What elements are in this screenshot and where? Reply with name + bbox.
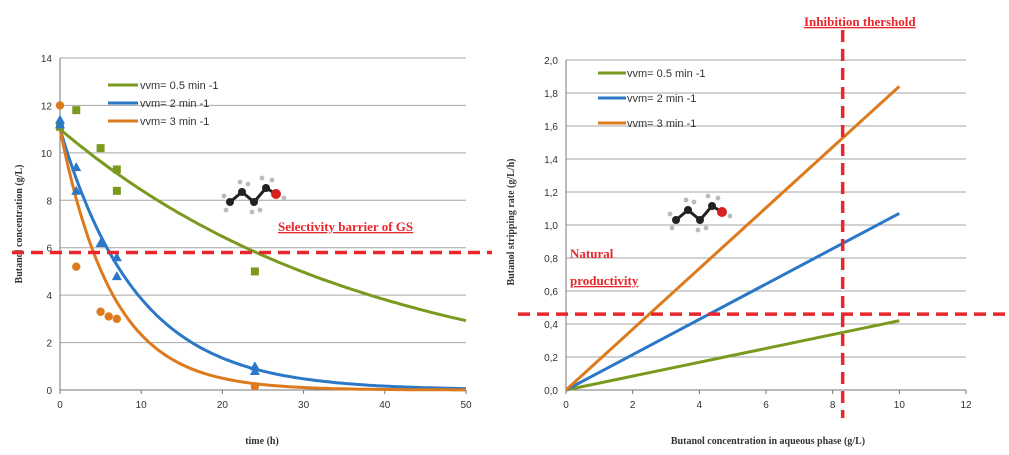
left-data-point	[111, 252, 122, 262]
left-y-tick-label: 12	[41, 101, 53, 112]
right-y-tick-label: 1,8	[544, 89, 558, 100]
butanol-molecule-icon	[221, 175, 287, 215]
right-x-axis-label: Butanol concentration in aqueous phase (…	[671, 436, 865, 447]
right-y-tick-labels: 0,0 0,2 0,4 0,6 0,8 1,0 1,2 1,4 1,6 1,8 2,0	[544, 56, 558, 397]
left-y-tick-label: 6	[46, 244, 52, 255]
left-data-point	[112, 165, 121, 174]
left-data-point	[72, 106, 81, 115]
left-x-tick-label: 20	[217, 400, 229, 411]
chart-right: 0,0 0,2 0,4 0,6 0,8 1,0 1,2 1,4 1,6 1,8 2,0 0 2 4 6 8 1…	[506, 14, 1006, 447]
left-data-point	[111, 271, 122, 281]
left-data-point	[250, 382, 260, 391]
right-legend: vvm= 0.5 min -1 vvm= 2 min -1 vvm= 3 min -…	[598, 68, 706, 130]
left-y-tick-label: 10	[41, 149, 53, 160]
left-data-point	[112, 186, 121, 195]
right-x-tick-label: 2	[630, 400, 636, 411]
right-y-tick-label: 0,8	[544, 254, 558, 265]
right-y-tick-label: 0,2	[544, 353, 558, 364]
left-y-tick-label: 4	[46, 291, 52, 302]
left-x-tick-label: 50	[460, 400, 472, 411]
right-y-tick-label: 1,2	[544, 188, 558, 199]
right-y-tick-label: 1,0	[544, 221, 558, 232]
right-x-tick-label: 0	[563, 400, 569, 411]
left-data-point	[96, 307, 105, 316]
left-data-point	[72, 262, 81, 271]
right-x-tick-label: 10	[894, 400, 906, 411]
left-data-point	[96, 144, 105, 153]
left-x-tick-label: 10	[136, 400, 148, 411]
left-x-axis-label: time (h)	[245, 436, 279, 447]
right-y-tick-label: 0,4	[544, 320, 558, 331]
left-data-point	[250, 267, 259, 276]
left-data-point	[249, 361, 260, 371]
right-legend-label: vvm= 2 min -1	[627, 93, 696, 105]
left-data-point	[249, 366, 260, 376]
left-data-points	[55, 101, 260, 391]
left-data-point	[71, 185, 82, 195]
right-legend-label: vvm= 0.5 min -1	[627, 68, 706, 80]
left-legend-label: vvm= 2 min -1	[140, 98, 209, 110]
left-x-tick-label: 30	[298, 400, 310, 411]
inhibition-threshold-label: Inhibition thershold	[804, 14, 916, 29]
right-y-axis-label: Butanol stripping rate (g/L/h)	[506, 159, 517, 286]
left-x-tick-labels: 0 10 20 30 40 50	[57, 390, 472, 411]
right-gridlines	[566, 59, 966, 358]
left-fit-curve	[58, 128, 466, 391]
right-x-tick-label: 8	[830, 400, 836, 411]
left-y-tick-labels: 0 2 4 6 8 10 12 14	[41, 54, 53, 397]
left-fit-curves	[58, 127, 467, 392]
right-y-tick-label: 0,6	[544, 287, 558, 298]
left-legend-label: vvm= 0.5 min -1	[140, 80, 219, 92]
left-fit-curve	[59, 127, 467, 323]
left-data-point	[55, 114, 65, 124]
left-legend: vvm= 0.5 min -1 vvm= 2 min -1 vvm= 3 min -…	[108, 80, 219, 128]
right-x-tick-label: 6	[763, 400, 769, 411]
left-data-point	[95, 237, 106, 247]
left-y-axis-label: Butanol concentration (g/L)	[14, 165, 25, 284]
selectivity-barrier-label: Selectivity barrier of GS	[278, 219, 413, 234]
natural-productivity-label-line1: Natural	[570, 246, 614, 261]
butanol-molecule-icon-right	[667, 193, 733, 233]
left-data-point	[71, 162, 82, 172]
right-thresholds	[518, 30, 1006, 418]
left-legend-label: vvm= 3 min -1	[140, 116, 209, 128]
right-legend-label: vvm= 3 min -1	[627, 118, 696, 130]
right-y-tick-label: 0,0	[544, 386, 558, 397]
left-y-tick-label: 2	[46, 339, 52, 350]
left-data-point	[112, 314, 122, 324]
right-y-tick-label: 1,4	[544, 155, 558, 166]
left-y-tick-label: 14	[41, 54, 53, 65]
right-y-tick-label: 1,6	[544, 122, 558, 133]
left-x-tick-label: 0	[57, 400, 63, 411]
left-y-tick-label: 8	[46, 196, 52, 207]
right-x-tick-label: 4	[697, 400, 703, 411]
right-series-line	[565, 319, 900, 392]
left-data-point	[55, 101, 65, 110]
right-x-tick-label: 12	[960, 400, 972, 411]
right-y-tick-label: 2,0	[544, 56, 558, 67]
natural-productivity-label-line2: productivity	[570, 273, 639, 288]
left-gridlines	[60, 57, 466, 344]
right-series-lines	[564, 85, 901, 392]
left-data-point	[104, 312, 113, 321]
left-data-point	[55, 119, 65, 129]
right-x-tick-labels: 0 2 4 6 8 10 12	[563, 390, 972, 411]
left-fit-curve	[58, 128, 466, 392]
left-x-tick-label: 40	[379, 400, 391, 411]
left-y-tick-label: 0	[46, 386, 52, 397]
